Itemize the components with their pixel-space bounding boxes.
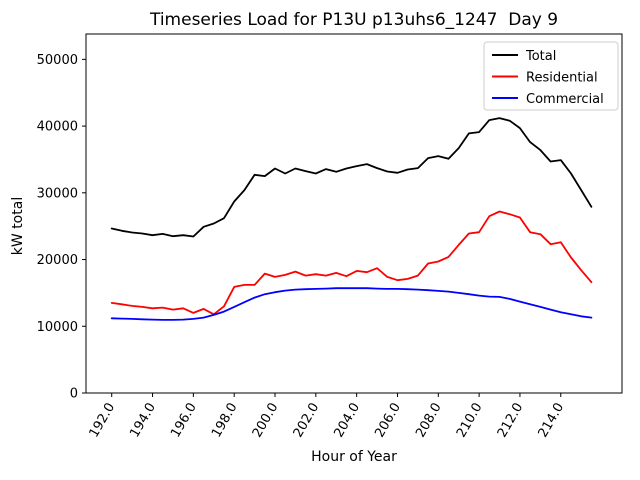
series-line-residential [110,210,593,316]
x-tick-label: 214.0 [536,401,568,441]
x-tick-label: 202.0 [291,401,323,441]
x-tick-label: 198.0 [209,401,241,441]
legend-label-total: Total [525,49,556,64]
legend-label-commercial: Commercial [526,92,604,107]
y-tick-label: 40000 [37,120,78,135]
legend: Total Residential Commercial [483,41,619,111]
x-tick-label: 206.0 [372,401,404,441]
x-tick-label: 200.0 [250,401,282,441]
y-tick-label: 30000 [37,186,78,201]
plot-border [85,33,623,394]
chart-title: Timeseries Load for P13U p13uhs6_1247 Da… [149,10,558,30]
legend-box [483,41,619,111]
x-axis-label: Hour of Year [311,449,397,465]
y-tick-label: 20000 [37,253,78,268]
x-tick-label: 204.0 [332,401,364,441]
x-tick-label: 208.0 [413,401,445,441]
y-axis-label: kW total [10,197,26,255]
x-tick-label: 196.0 [168,401,200,441]
y-tick-label: 10000 [37,320,78,335]
y-tick-label: 50000 [37,53,78,68]
x-tick-label: 192.0 [87,401,119,441]
plot-lines [110,117,593,321]
x-tick-label: 210.0 [454,401,486,441]
series-line-commercial [110,287,593,321]
legend-label-residential: Residential [526,71,598,86]
series-line-total [110,117,593,238]
x-tick-label: 212.0 [495,401,527,441]
x-tick-label: 194.0 [127,401,159,441]
y-tick-label: 0 [70,387,78,402]
